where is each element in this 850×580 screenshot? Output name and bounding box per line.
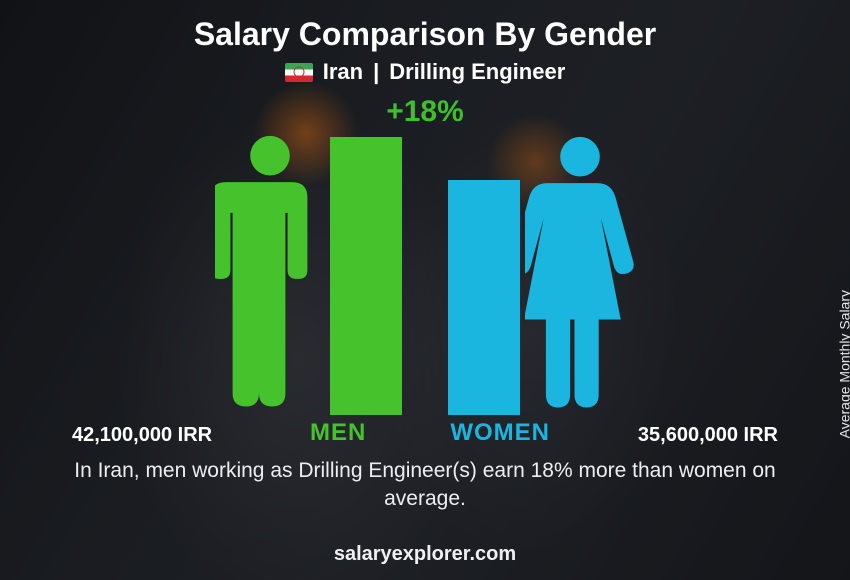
men-bar — [330, 137, 402, 415]
axis-label: Average Monthly Salary — [836, 290, 850, 438]
subtitle-role: Drilling Engineer — [389, 59, 565, 85]
women-value: 35,600,000 IRR — [638, 424, 778, 447]
chart-area: +18% — [0, 93, 850, 453]
men-column — [72, 123, 402, 415]
summary-text: In Iran, men working as Drilling Enginee… — [0, 457, 850, 514]
men-label: MEN — [310, 419, 366, 447]
source-footer: salaryexplorer.com — [0, 543, 850, 566]
women-label: WOMEN — [450, 419, 550, 447]
women-bar — [448, 180, 520, 415]
men-value: 42,100,000 IRR — [72, 424, 212, 447]
woman-icon — [520, 125, 640, 415]
subtitle-separator: | — [373, 59, 379, 85]
page-title: Salary Comparison By Gender — [0, 0, 850, 53]
man-icon — [210, 123, 330, 415]
subtitle: Iran | Drilling Engineer — [0, 59, 850, 85]
women-column — [448, 125, 778, 415]
subtitle-country: Iran — [323, 59, 363, 85]
infographic-root: Salary Comparison By Gender Iran | Drill… — [0, 0, 850, 580]
iran-flag-icon — [285, 63, 313, 82]
